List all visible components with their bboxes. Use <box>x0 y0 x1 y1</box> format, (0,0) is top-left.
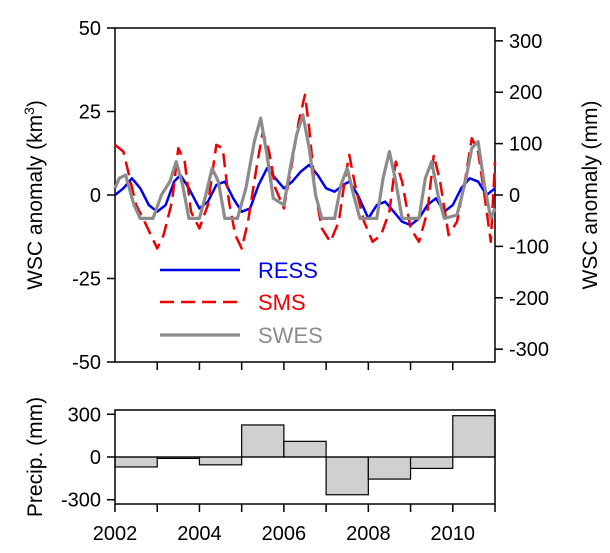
series-line-sms <box>114 93 497 250</box>
y-axis-label-left-main: WSC anomaly (km <box>24 115 47 290</box>
legend: RESS SMS SWES <box>160 258 323 348</box>
top-panel: -50 -25 0 25 50 -300 -200 -100 0 100 200 300 WSC a… <box>21 18 602 374</box>
precip-bars <box>114 415 496 496</box>
y-tick-label-right: 0 <box>509 185 520 207</box>
series-line-ress <box>114 163 496 227</box>
precip-bar <box>409 456 454 469</box>
precip-bar <box>325 456 369 496</box>
top-x-axis <box>156 362 454 370</box>
legend-label-ress: RESS <box>258 258 318 283</box>
y-tick-label-right: -200 <box>509 288 549 310</box>
x-tick-label: 2006 <box>262 523 307 545</box>
precip-bar <box>114 456 158 468</box>
precip-bar <box>283 440 327 458</box>
bottom-panel: -300 0 300 2002 2004 2006 2008 2010 Precip. (m… <box>24 397 496 545</box>
precip-bar <box>198 456 243 466</box>
y-tick-label-right: 100 <box>509 134 542 156</box>
x-tick-label: 2004 <box>177 523 222 545</box>
precip-bar <box>367 456 412 480</box>
precip-bar <box>452 415 496 458</box>
legend-label-swes: SWES <box>258 323 323 348</box>
y-axis-label-left-sup: 3 <box>21 107 37 115</box>
y-tick-label-left: 50 <box>79 18 101 40</box>
y-tick-label-bottom: -300 <box>61 490 101 512</box>
bottom-left-axis: -300 0 300 <box>61 404 115 512</box>
legend-label-sms: SMS <box>258 290 306 315</box>
y-tick-label-right: 300 <box>509 31 542 53</box>
y-tick-label-right: -100 <box>509 236 549 258</box>
y-tick-label-bottom: 0 <box>90 447 101 469</box>
y-axis-label-left-close: ) <box>24 100 47 107</box>
x-tick-label: 2008 <box>346 523 391 545</box>
series-line-swes <box>113 113 497 220</box>
series-lines <box>113 93 497 250</box>
y-axis-label-left: WSC anomaly (km3) <box>21 100 47 290</box>
top-left-axis: -50 -25 0 25 50 <box>72 18 115 374</box>
y-axis-label-right: WSC anomaly (mm) <box>579 100 602 289</box>
x-tick-label: 2002 <box>93 523 138 545</box>
precip-bar <box>241 424 285 458</box>
y-tick-label-left: 0 <box>90 185 101 207</box>
x-tick-label: 2010 <box>431 523 476 545</box>
y-tick-label-right: -300 <box>509 339 549 361</box>
y-tick-label-bottom: 300 <box>68 404 101 426</box>
y-axis-label-bottom: Precip. (mm) <box>24 397 47 517</box>
y-tick-label-left: -50 <box>72 352 101 374</box>
bottom-x-axis: 2002 2004 2006 2008 2010 <box>93 504 496 545</box>
y-tick-label-left: 25 <box>79 102 101 124</box>
y-tick-label-right: 200 <box>509 82 542 104</box>
top-right-axis: -300 -200 -100 0 100 200 300 <box>495 31 549 361</box>
y-tick-label-left: -25 <box>72 269 101 291</box>
